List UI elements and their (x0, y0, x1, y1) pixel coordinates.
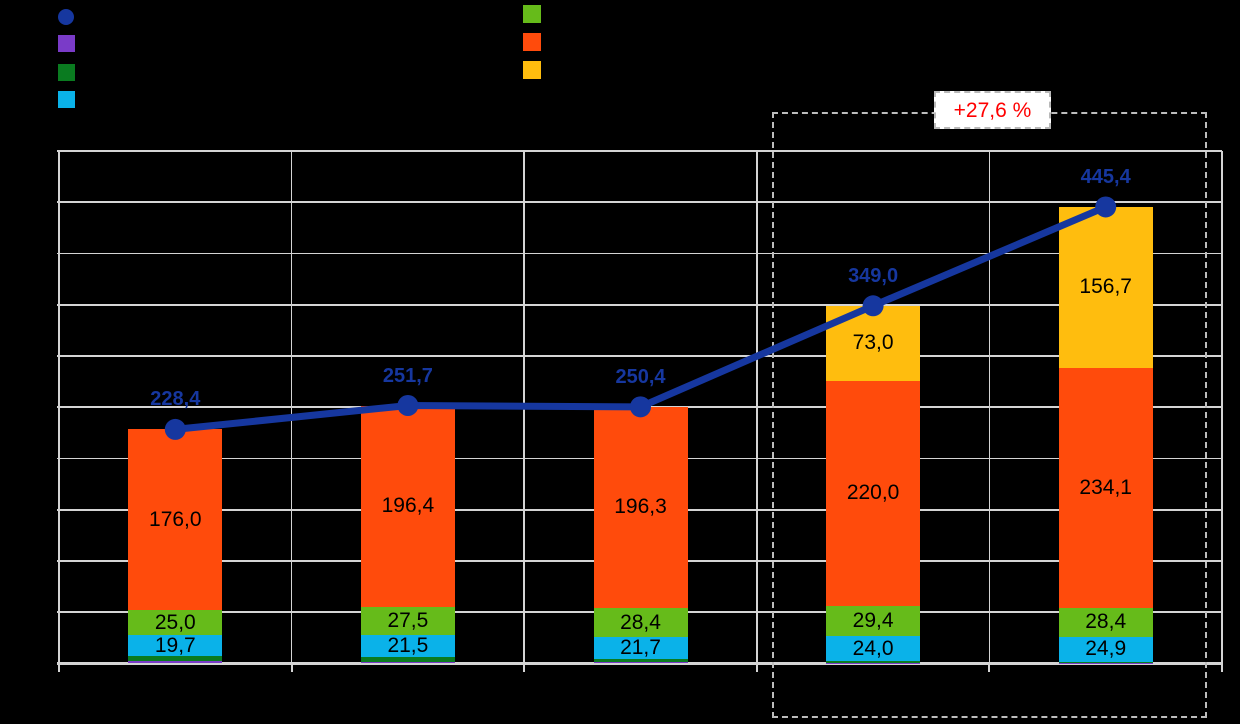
bar-4-segment-orange (826, 380, 921, 607)
legend-square-icon (523, 61, 541, 79)
x-axis-tick (755, 663, 758, 672)
x-axis-tick (290, 663, 293, 672)
gridline-vertical (988, 151, 991, 664)
bar-3-segment-purple (593, 662, 688, 664)
x-axis-tick (988, 663, 991, 672)
bar-4-segment-purple (826, 662, 921, 664)
line-marker-3 (630, 396, 651, 418)
growth-annotation-box: +27,6 % (934, 91, 1051, 129)
bar-5-label-light-green: 28,4 (1085, 610, 1127, 634)
bar-2-label-cyan: 21,5 (387, 634, 429, 658)
bar-4-segment-cyan (826, 636, 921, 661)
gridline-vertical (290, 151, 293, 664)
bar-1-segment-orange (128, 429, 223, 610)
gridline-horizontal (57, 201, 1222, 204)
bar-5-segment-cyan (1058, 636, 1153, 663)
line-label-4: 349,0 (848, 264, 899, 287)
bar-2-segment-dark-green (360, 657, 455, 662)
bar-2-segment-purple (360, 661, 455, 664)
gridline-vertical (1221, 151, 1223, 664)
bar-2-label-light-green: 27,5 (387, 608, 429, 632)
line-marker-2 (397, 395, 419, 417)
bar-5-segment-light-green (1058, 607, 1153, 637)
bar-3-segment-orange (593, 406, 688, 609)
legend-circle-icon (58, 9, 74, 25)
bar-1-label-light-green: 25,0 (154, 610, 196, 634)
bar-4-segment-dark-green (826, 660, 921, 663)
bar-1-label-orange: 176,0 (149, 507, 202, 531)
bar-4-label-light-green: 29,4 (852, 609, 894, 633)
bar-1-segment-dark-green (128, 655, 223, 662)
bar-3-label-light-green: 28,4 (620, 610, 661, 634)
x-axis-tick (58, 663, 60, 672)
bar-3-segment-dark-green (593, 659, 688, 663)
line-label-3: 250,4 (615, 365, 666, 388)
bar-3-label-orange: 196,3 (614, 495, 667, 519)
bar-3-label-cyan: 21,7 (620, 636, 661, 660)
gridline-horizontal (57, 150, 1222, 152)
bar-1-segment-cyan (128, 635, 223, 656)
legend-square-icon (523, 5, 541, 23)
bar-3-segment-light-green (593, 608, 688, 638)
bar-5-label-cyan: 24,9 (1085, 637, 1127, 661)
bar-1-segment-light-green (128, 609, 223, 636)
y-axis-line (57, 151, 61, 664)
bar-2-label-orange: 196,4 (381, 494, 435, 518)
gridline-horizontal (57, 252, 1222, 255)
legend-square-icon (58, 64, 75, 81)
bar-5-label-yellow: 156,7 (1079, 275, 1132, 299)
gridline-vertical (756, 151, 758, 664)
line-marker-5 (1095, 196, 1117, 218)
legend-square-icon (58, 91, 75, 108)
bar-3-segment-cyan (593, 637, 688, 660)
gridline-horizontal (57, 355, 1222, 357)
bar-4-label-yellow: 73,0 (852, 331, 894, 355)
line-label-5: 445,4 (1080, 165, 1131, 188)
bar-5-segment-yellow (1058, 206, 1153, 368)
bar-2-segment-orange (360, 405, 455, 607)
bar-4-label-cyan: 24,0 (852, 636, 894, 660)
x-axis-line (57, 662, 1222, 665)
gridline-horizontal (57, 303, 1222, 306)
bar-1-segment-purple (128, 661, 223, 664)
bar-4-segment-light-green (826, 606, 921, 637)
line-marker-4 (862, 295, 884, 317)
legend-square-icon (523, 33, 541, 51)
bar-4-label-orange: 220,0 (846, 481, 900, 505)
bar-5-segment-dark-green (1058, 662, 1153, 664)
bar-2-segment-light-green (360, 606, 455, 635)
line-label-1: 228,4 (150, 388, 201, 411)
bar-2-segment-cyan (360, 635, 455, 658)
x-axis-tick (1221, 663, 1223, 672)
line-marker-1 (164, 418, 186, 440)
bar-5-segment-orange (1058, 367, 1153, 608)
legend-square-icon (58, 35, 75, 52)
total-line (174, 203, 1108, 433)
bar-1-label-cyan: 19,7 (154, 633, 196, 657)
x-axis-tick (523, 663, 526, 672)
growth-annotation-label: +27,6 % (953, 98, 1032, 122)
line-label-2: 251,7 (382, 364, 433, 387)
bar-5-label-orange: 234,1 (1079, 475, 1132, 499)
